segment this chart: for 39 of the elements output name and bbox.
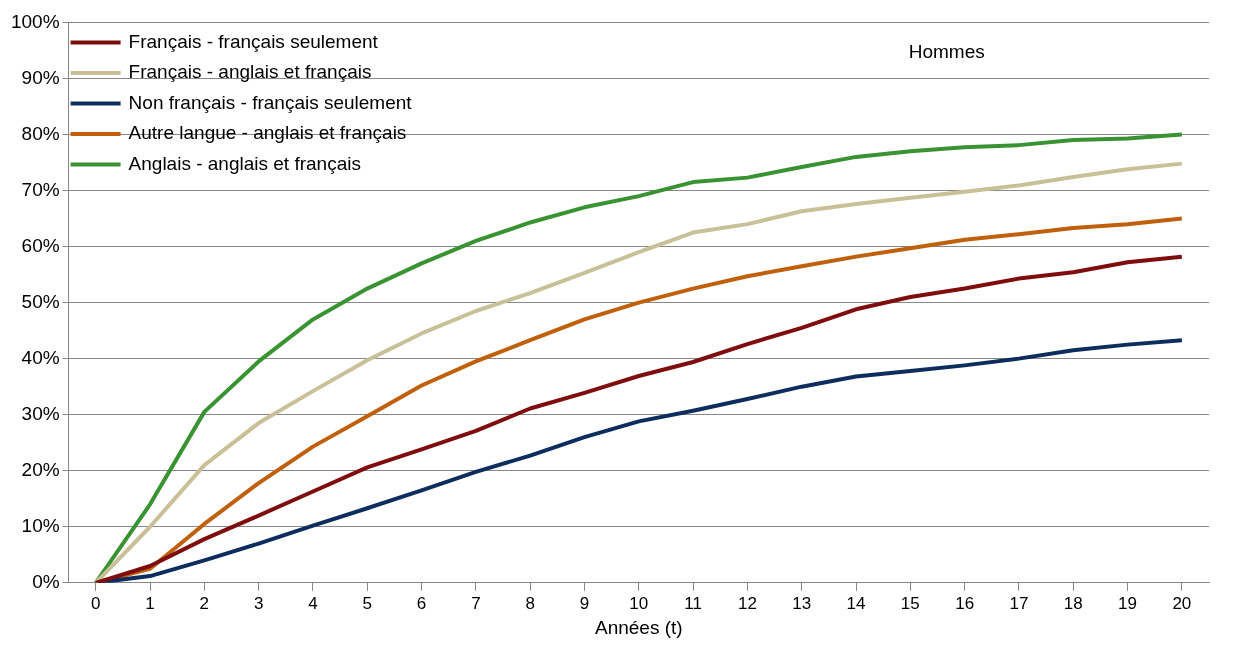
x-tick-label: 3 xyxy=(253,593,264,613)
y-tick-label: 60% xyxy=(21,234,60,256)
x-tick-label: 5 xyxy=(362,593,373,613)
x-tick-label: 16 xyxy=(955,593,975,613)
y-tick-label: 50% xyxy=(21,290,60,312)
y-tick-label: 40% xyxy=(21,346,60,368)
x-tick-label: 20 xyxy=(1172,593,1192,613)
annotation: Hommes xyxy=(908,40,985,62)
y-tick-label: 30% xyxy=(21,402,60,424)
x-tick-label: 17 xyxy=(1009,593,1029,613)
legend-label: Autre langue - anglais et français xyxy=(128,122,407,144)
x-tick-label: 7 xyxy=(471,593,481,613)
x-axis-title: Années (t) xyxy=(594,616,683,638)
y-tick-label: 70% xyxy=(21,178,60,200)
y-tick-label: 20% xyxy=(21,458,60,480)
x-tick-label: 2 xyxy=(199,593,210,613)
x-tick-label: 14 xyxy=(846,593,866,613)
x-tick-label: 10 xyxy=(629,593,649,613)
y-tick-label: 100% xyxy=(10,10,60,32)
x-tick-label: 1 xyxy=(145,593,155,613)
legend-label: Anglais - anglais et français xyxy=(128,152,361,174)
y-tick-label: 80% xyxy=(21,122,60,144)
y-tick-label: 90% xyxy=(21,66,60,88)
x-tick-label: 9 xyxy=(579,593,590,613)
x-tick-label: 12 xyxy=(737,593,757,613)
x-tick-label: 6 xyxy=(416,593,427,613)
y-tick-label: 10% xyxy=(21,514,60,536)
legend-label: Français - anglais et français xyxy=(128,61,372,83)
legend-label: Français - français seulement xyxy=(128,30,379,52)
y-tick-label: 0% xyxy=(32,571,60,593)
x-tick-label: 15 xyxy=(900,593,920,613)
x-tick-label: 19 xyxy=(1118,593,1137,613)
x-tick-label: 0 xyxy=(91,593,101,613)
x-tick-label: 13 xyxy=(792,593,812,613)
x-tick-label: 4 xyxy=(308,593,318,613)
x-tick-label: 18 xyxy=(1063,593,1083,613)
legend-label: Non français - français seulement xyxy=(128,91,413,113)
x-tick-label: 11 xyxy=(684,593,702,613)
x-tick-label: 8 xyxy=(525,593,535,613)
